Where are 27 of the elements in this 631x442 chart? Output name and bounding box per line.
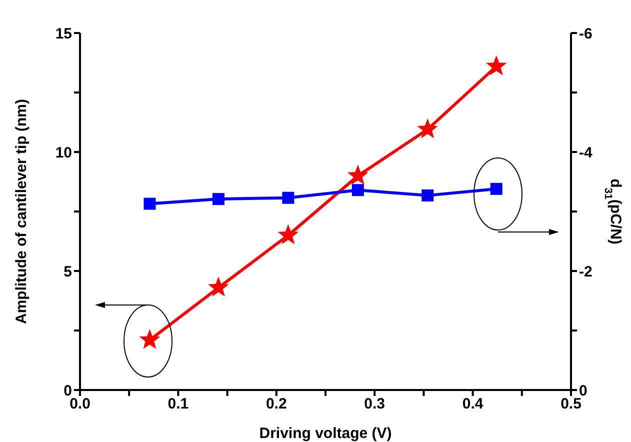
x-tick-label: 0.0 [70, 396, 90, 413]
point [422, 189, 434, 202]
point [208, 276, 229, 297]
y2-tick-label: -4 [579, 144, 593, 162]
point [417, 118, 438, 138]
x-tick-label: 0.4 [462, 396, 484, 413]
y-tick-label: 0 [64, 382, 72, 400]
y-axis-title: Amplitude of cantilever tip (nm) [13, 98, 30, 324]
x-tick-label: 0.3 [364, 396, 386, 413]
y2-tick-label: 0 [579, 382, 588, 400]
point [352, 184, 364, 196]
y2-tick-label: -6 [579, 25, 592, 42]
x-tick-label: 0.5 [560, 396, 582, 413]
y-tick-label: 5 [64, 263, 72, 280]
x-axis-title: Driving voltage (V) [259, 425, 392, 442]
x-tick-label: 0.2 [266, 396, 287, 413]
point [278, 224, 299, 244]
y-tick-label: 10 [55, 144, 72, 162]
x-tick-label: 0.1 [168, 396, 189, 413]
point [282, 192, 294, 204]
point [144, 198, 156, 210]
point [212, 193, 224, 206]
y2-tick-label: -2 [579, 263, 592, 280]
point [347, 164, 368, 185]
point [490, 182, 502, 195]
y-tick-label: 15 [55, 25, 72, 42]
point [486, 55, 507, 76]
